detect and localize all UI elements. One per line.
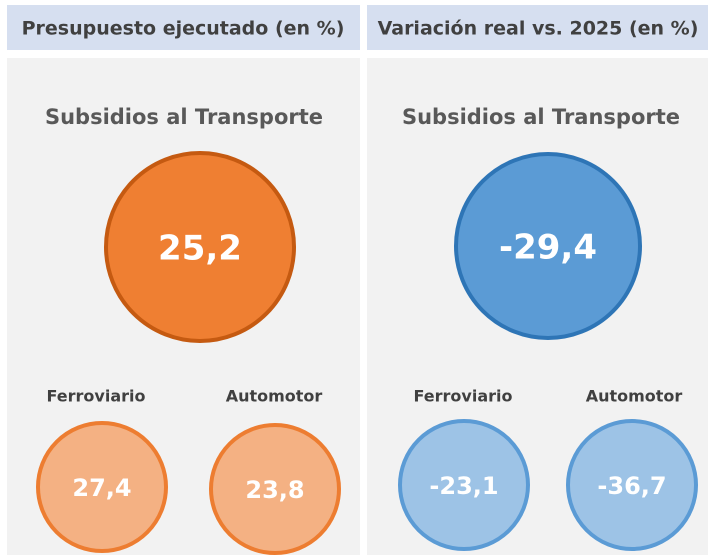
item-label: Ferroviario — [47, 387, 146, 406]
header-bar — [367, 5, 708, 50]
item-value: -36,7 — [597, 472, 666, 500]
main-circle — [104, 151, 296, 343]
item-value: -23,1 — [429, 472, 498, 500]
item-circle — [36, 421, 168, 553]
panel-header: Presupuesto ejecutado (en %) — [22, 18, 345, 40]
item-label: Ferroviario — [414, 387, 513, 406]
header-bar — [7, 5, 360, 50]
item-circle — [209, 423, 341, 555]
item-circle — [566, 419, 698, 551]
item-label: Automotor — [226, 387, 323, 406]
panel-title: Subsidios al Transporte — [402, 105, 680, 129]
item-value: 27,4 — [72, 474, 131, 502]
panel-header: Variación real vs. 2025 (en %) — [378, 18, 699, 40]
main-value: 25,2 — [158, 229, 242, 269]
item-circle — [398, 419, 530, 551]
item-value: 23,8 — [245, 476, 304, 504]
main-value: -29,4 — [499, 228, 597, 268]
panel-title: Subsidios al Transporte — [45, 105, 323, 129]
item-label: Automotor — [586, 387, 683, 406]
main-circle — [454, 152, 642, 340]
